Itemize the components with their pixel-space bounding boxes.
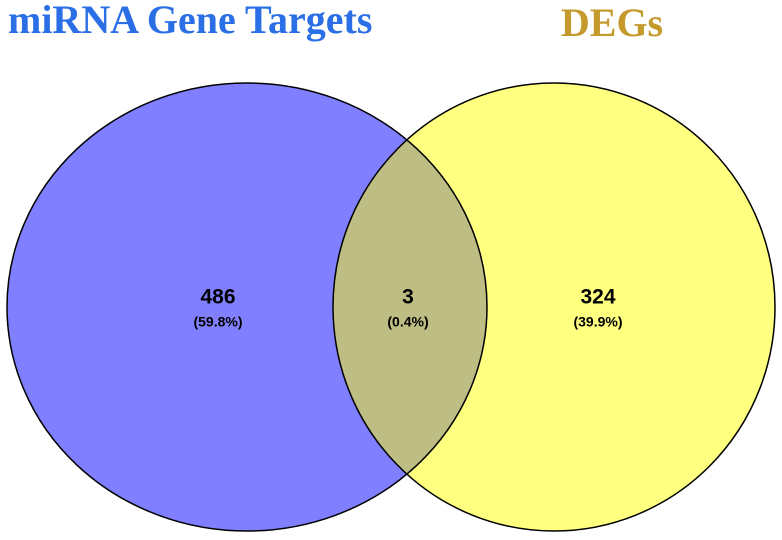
- set-title: DEGs: [561, 0, 663, 45]
- region-count: 324: [580, 286, 615, 309]
- set-outline: [332, 82, 776, 532]
- set-outline: [6, 82, 488, 532]
- region-count: 3: [402, 286, 414, 309]
- region-percent: (0.4%): [387, 314, 428, 330]
- overlap-region: [333, 83, 487, 531]
- region-count: 486: [200, 286, 235, 309]
- region-percent: (39.9%): [573, 314, 622, 330]
- set-title: miRNA Gene Targets: [8, 0, 372, 42]
- region-percent: (59.8%): [193, 314, 242, 330]
